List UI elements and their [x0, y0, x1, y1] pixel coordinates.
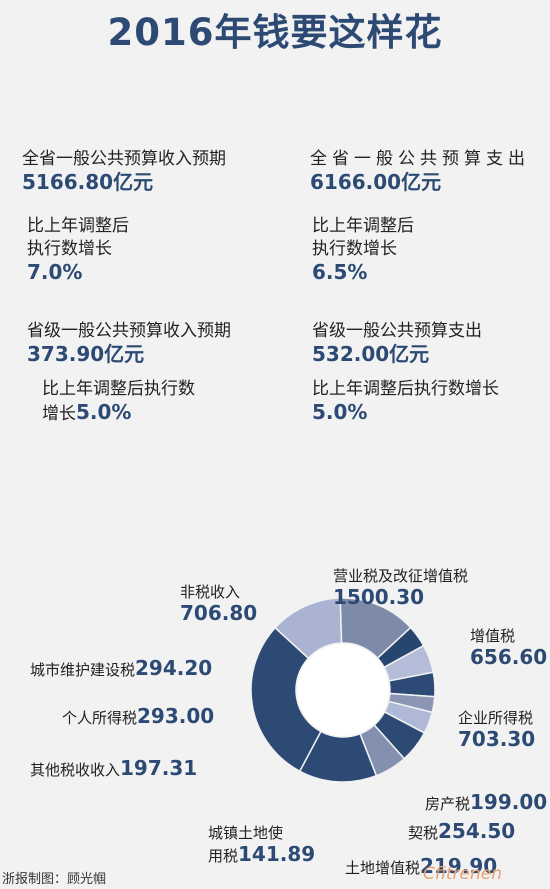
- prov-spend-growth-line2: 执行数增长: [312, 239, 397, 259]
- level-income-growth-line1: 比上年调整后执行数: [42, 379, 195, 399]
- level-spend-growth-value: 5.0%: [312, 400, 368, 424]
- level-spend-label: 省级一般公共预算支出: [312, 321, 482, 341]
- donut-slice-10: [298, 730, 378, 783]
- slice-label-6: 城镇土地使 用税141.89: [208, 824, 316, 866]
- prov-spend-growth-value: 6.5%: [312, 260, 368, 284]
- slice-label-1: 增值税 656.60: [470, 627, 548, 669]
- page-title: 2016年钱要这样花: [107, 11, 443, 54]
- slice-label-2: 企业所得税 703.30: [458, 709, 536, 751]
- prov-income-growth-block: 比上年调整后 执行数增长 7.0%: [27, 215, 129, 284]
- level-spend-growth-line1: 比上年调整后执行数增长: [312, 379, 499, 399]
- slice-label-0: 营业税及改征增值税 1500.30: [333, 567, 469, 609]
- level-income-block: 省级一般公共预算收入预期 373.90亿元: [27, 320, 231, 366]
- prov-income-growth-value: 7.0%: [27, 260, 83, 284]
- donut-slice-0: [250, 626, 322, 773]
- level-income-label: 省级一般公共预算收入预期: [27, 321, 231, 341]
- slice-label-8: 个人所得税293.00: [62, 704, 215, 728]
- credit-line: 浙报制图：顾光帼: [2, 872, 107, 887]
- level-income-growth-line2: 增长: [42, 404, 76, 424]
- level-income-value: 373.90亿元: [27, 342, 145, 366]
- level-spend-value: 532.00亿元: [312, 342, 430, 366]
- slice-label-7: 其他税收收入197.31: [30, 756, 198, 780]
- level-spend-block: 省级一般公共预算支出 532.00亿元: [312, 320, 482, 366]
- prov-spend-value: 6166.00亿元: [310, 170, 442, 194]
- prov-income-label: 全省一般公共预算收入预期: [22, 149, 226, 169]
- prov-income-growth-line2: 执行数增长: [27, 239, 112, 259]
- slice-label-9: 城市维护建设税294.20: [30, 656, 213, 680]
- prov-spend-growth-block: 比上年调整后 执行数增长 6.5%: [312, 215, 414, 284]
- prov-income-block: 全省一般公共预算收入预期 5166.80亿元: [22, 148, 226, 194]
- slice-label-10: 非税收入 706.80: [180, 583, 258, 625]
- level-spend-growth-block: 比上年调整后执行数增长 5.0%: [312, 378, 499, 424]
- prov-income-value: 5166.80亿元: [22, 170, 154, 194]
- level-income-growth-block: 比上年调整后执行数 增长5.0%: [42, 378, 195, 426]
- prov-income-growth-line1: 比上年调整后: [27, 216, 129, 236]
- prov-spend-block: 全省一般公共预算支出 6166.00亿元: [310, 148, 530, 194]
- level-income-growth-value: 5.0%: [76, 400, 132, 424]
- slice-label-5: 土地增值税219.90: [345, 854, 498, 878]
- prov-spend-growth-line1: 比上年调整后: [312, 216, 414, 236]
- prov-spend-label: 全省一般公共预算支出: [310, 149, 530, 169]
- watermark: Cfitrenen: [423, 864, 502, 884]
- slice-label-3: 房产税199.00: [425, 790, 548, 814]
- slice-label-4: 契税254.50: [408, 819, 516, 843]
- donut-hole: [297, 644, 389, 736]
